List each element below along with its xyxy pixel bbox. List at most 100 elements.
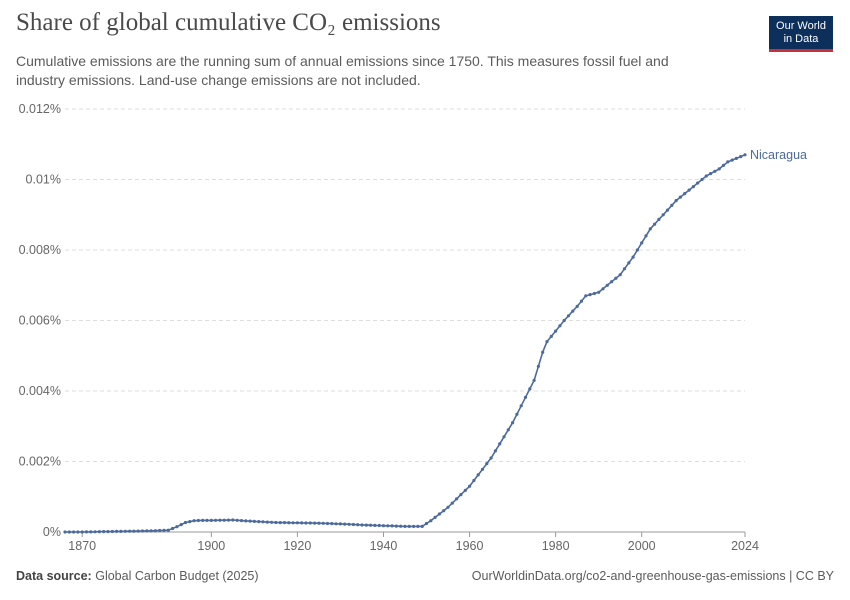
data-point — [115, 529, 119, 534]
x-tick-label: 1870 — [68, 539, 96, 553]
data-point — [360, 523, 364, 527]
data-point — [218, 518, 222, 522]
data-point — [93, 530, 97, 534]
data-point — [265, 520, 269, 524]
data-source-label: Data source: — [16, 569, 92, 583]
data-point — [119, 529, 123, 534]
data-point — [386, 524, 390, 528]
data-point — [145, 529, 149, 533]
data-point — [476, 473, 480, 477]
data-point — [252, 519, 256, 524]
data-point — [321, 521, 325, 525]
data-point — [601, 287, 605, 291]
owid-logo[interactable]: Our World in Data — [769, 16, 833, 52]
data-point — [136, 529, 140, 533]
y-tick-label: 0.01% — [26, 173, 61, 187]
data-source: Data source: Global Carbon Budget (2025) — [16, 569, 259, 583]
data-point — [381, 524, 386, 528]
series-label-nicaragua: Nicaragua — [750, 148, 807, 162]
data-point — [72, 530, 76, 534]
data-point — [222, 518, 226, 522]
data-point — [446, 505, 450, 509]
logo-line-1: Our World — [776, 20, 826, 32]
data-point — [209, 518, 213, 523]
data-source-value[interactable]: Global Carbon Budget (2025) — [95, 569, 259, 583]
data-point — [455, 497, 459, 501]
data-point — [67, 530, 71, 534]
data-point — [541, 350, 545, 354]
data-point — [450, 501, 454, 505]
data-point — [493, 449, 497, 453]
data-point — [523, 395, 528, 399]
data-point — [394, 524, 398, 528]
x-tick-label: 1980 — [542, 539, 570, 553]
data-point — [162, 528, 166, 533]
data-point — [610, 280, 614, 284]
chart-subtitle: Cumulative emissions are the running sum… — [16, 53, 669, 88]
data-point — [704, 174, 708, 178]
data-point — [420, 524, 424, 529]
y-tick-label: 0.004% — [19, 384, 61, 398]
data-point — [717, 167, 721, 171]
chart-title: Share of global cumulative CO₂ emissions — [16, 9, 441, 36]
data-point — [424, 521, 429, 526]
data-point — [549, 334, 553, 338]
data-point — [519, 404, 523, 408]
data-point — [472, 478, 476, 483]
data-point — [605, 283, 609, 287]
data-point — [356, 523, 360, 527]
data-point — [364, 523, 368, 527]
data-point — [674, 199, 678, 203]
y-tick-label: 0.012% — [19, 102, 61, 116]
logo-line-2: in Data — [783, 33, 819, 45]
x-tick-label: 1920 — [283, 539, 311, 553]
x-tick-label: 1900 — [197, 539, 225, 553]
data-point — [214, 518, 218, 522]
data-point — [338, 522, 342, 526]
data-point — [498, 442, 502, 446]
data-point — [657, 217, 661, 221]
data-point — [506, 428, 510, 432]
data-point — [153, 529, 157, 533]
data-point — [313, 521, 317, 525]
series-line — [65, 154, 746, 533]
data-point — [618, 273, 622, 277]
data-point — [743, 153, 747, 157]
data-point — [442, 509, 446, 513]
data-point — [407, 524, 411, 529]
data-point — [739, 155, 743, 159]
data-point — [80, 530, 84, 534]
x-tick-label: 1960 — [456, 539, 484, 553]
data-point — [274, 520, 278, 525]
data-point — [390, 524, 394, 528]
data-point — [463, 488, 467, 492]
data-point — [261, 520, 265, 524]
data-point — [713, 169, 717, 173]
data-point — [683, 192, 687, 196]
data-point — [721, 163, 726, 167]
data-point — [300, 521, 304, 525]
attribution-link[interactable]: OurWorldinData.org/co2-and-greenhouse-ga… — [471, 569, 834, 583]
data-point — [670, 203, 674, 207]
data-point — [248, 519, 252, 523]
data-point — [183, 520, 188, 525]
data-point — [416, 524, 420, 529]
data-point — [536, 364, 541, 368]
data-point — [278, 521, 282, 525]
data-point — [489, 456, 493, 460]
data-point — [128, 529, 132, 533]
data-point — [696, 181, 700, 185]
data-point — [110, 529, 114, 534]
data-point — [270, 520, 274, 524]
data-point — [562, 318, 566, 323]
data-point — [369, 523, 373, 527]
data-point — [192, 519, 196, 523]
data-point — [201, 518, 205, 523]
data-point — [640, 241, 644, 245]
y-tick-label: 0% — [43, 525, 61, 539]
data-point — [196, 518, 200, 523]
data-point — [558, 324, 562, 328]
data-point — [661, 213, 665, 217]
data-point — [171, 526, 175, 531]
